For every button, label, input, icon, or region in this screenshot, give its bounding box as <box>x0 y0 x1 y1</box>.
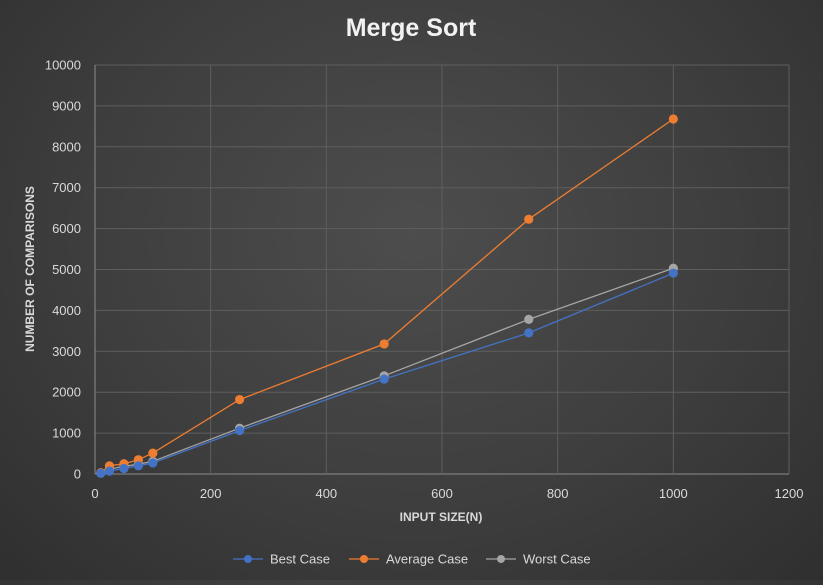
series-line <box>100 118 674 474</box>
chart-title: Merge Sort <box>346 14 477 42</box>
series-layer <box>96 114 678 478</box>
legend-item: Average Case <box>349 552 468 567</box>
data-point <box>148 458 158 468</box>
y-tick-label: 1000 <box>52 426 81 441</box>
data-point <box>119 463 129 474</box>
series-average-case <box>96 114 678 478</box>
data-point <box>148 448 158 458</box>
y-tick-label: 2000 <box>52 385 81 400</box>
y-tick-label: 3000 <box>52 344 81 359</box>
data-point <box>234 426 245 436</box>
x-tick-label: 200 <box>200 486 222 501</box>
series-best-case <box>96 268 678 478</box>
y-tick-label: 8000 <box>52 139 81 154</box>
y-tick-label: 7000 <box>52 180 81 195</box>
y-tick-label: 10000 <box>45 58 81 73</box>
data-point <box>104 466 115 476</box>
data-point <box>524 214 534 224</box>
x-tick-label: 0 <box>91 486 98 501</box>
axes: 0100020003000400050006000700080009000100… <box>45 58 804 502</box>
series-line <box>100 267 674 474</box>
data-point <box>379 374 389 384</box>
series-worst-case <box>96 263 678 478</box>
data-point <box>96 468 106 478</box>
legend-marker <box>244 555 252 563</box>
data-point <box>133 461 143 471</box>
legend-item: Best Case <box>233 552 330 567</box>
legend-marker <box>497 555 505 563</box>
legend: Best Case Average Case Worst Case <box>233 552 591 567</box>
x-tick-label: 1200 <box>775 486 804 501</box>
y-tick-label: 6000 <box>52 221 81 236</box>
data-point <box>668 114 678 124</box>
x-axis-title: INPUT SIZE(N) <box>400 510 483 524</box>
data-point <box>524 314 534 324</box>
data-point <box>668 268 678 278</box>
grid <box>94 64 790 475</box>
y-tick-label: 0 <box>74 467 81 482</box>
legend-label: Best Case <box>270 552 330 567</box>
y-tick-label: 5000 <box>52 262 81 277</box>
y-tick-label: 9000 <box>52 98 81 113</box>
y-tick-label: 4000 <box>52 303 81 318</box>
legend-marker <box>360 555 368 563</box>
legend-label: Average Case <box>386 552 468 567</box>
x-tick-label: 400 <box>315 486 337 501</box>
x-tick-label: 1000 <box>659 486 688 501</box>
y-axis-title: NUMBER OF COMPARISONS <box>23 186 37 352</box>
x-tick-label: 800 <box>547 486 569 501</box>
data-point <box>379 339 389 349</box>
legend-item: Worst Case <box>486 552 591 567</box>
legend-label: Worst Case <box>523 552 591 567</box>
data-point <box>524 328 534 338</box>
x-tick-label: 600 <box>431 486 453 501</box>
data-point <box>234 394 245 405</box>
